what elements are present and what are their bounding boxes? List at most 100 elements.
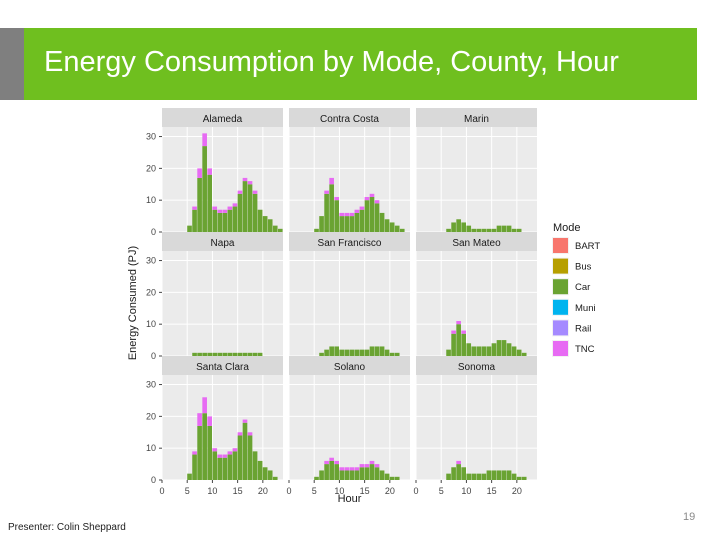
bar-car: [247, 352, 253, 356]
bar-car: [192, 352, 197, 356]
bar-car: [334, 464, 340, 480]
bar-car: [232, 206, 238, 232]
bar-car: [232, 352, 238, 356]
bar-tnc: [212, 448, 218, 452]
y-tick-label: 30: [146, 132, 156, 142]
bar-car: [252, 193, 258, 232]
x-axis-title: Hour: [338, 493, 362, 505]
bar-car: [461, 222, 467, 232]
bar-car: [242, 352, 248, 356]
bar-car: [344, 349, 350, 356]
bar-tnc: [217, 454, 223, 458]
bar-tnc: [202, 133, 207, 147]
bar-car: [222, 457, 228, 480]
bar-car: [506, 225, 512, 232]
bar-car: [394, 476, 400, 480]
bar-car: [262, 467, 268, 480]
bar-car: [501, 225, 507, 232]
bar-tnc: [227, 451, 233, 455]
bar-car: [374, 346, 380, 356]
bar-car: [252, 352, 258, 356]
bar-tnc: [192, 451, 197, 455]
facet-strip: [416, 356, 537, 375]
bar-car: [232, 451, 238, 480]
bar-tnc: [354, 209, 360, 213]
bar-tnc: [232, 203, 238, 207]
bar-tnc: [329, 457, 334, 461]
bar-car: [446, 228, 451, 232]
facet-strip-label: Santa Clara: [196, 362, 249, 373]
bar-car: [369, 346, 375, 356]
plot-background: [416, 127, 537, 232]
bar-tnc: [344, 212, 350, 217]
bar-car: [277, 228, 283, 232]
bar-car: [314, 476, 319, 480]
legend-label: Muni: [575, 303, 596, 314]
y-axis-title: Energy Consumed (PJ): [127, 246, 139, 360]
facet-strip: [162, 232, 283, 251]
bar-car: [476, 473, 482, 480]
bar-car: [451, 333, 456, 356]
bar-car: [456, 464, 461, 480]
bar-car: [314, 228, 319, 232]
bar-car: [369, 197, 375, 232]
bar-tnc: [207, 168, 213, 175]
bar-car: [511, 228, 517, 232]
bar-car: [476, 346, 482, 356]
bar-car: [506, 470, 512, 480]
bar-car: [466, 343, 472, 356]
bar-car: [394, 225, 400, 232]
bar-car: [227, 209, 233, 232]
bar-car: [202, 413, 207, 480]
bar-car: [496, 470, 502, 480]
bar-car: [257, 352, 263, 356]
facet-strip: [416, 232, 537, 251]
plot-background: [162, 251, 283, 356]
bar-car: [324, 464, 329, 480]
bar-car: [379, 470, 385, 480]
legend-key-bart: [553, 238, 568, 253]
presenter-footer: Presenter: Colin Sheppard: [8, 522, 126, 533]
bar-tnc: [461, 330, 467, 334]
bar-car: [354, 470, 360, 480]
bar-car: [237, 193, 243, 232]
bar-car: [521, 476, 527, 480]
y-tick-label: 0: [151, 227, 156, 237]
y-tick-label: 20: [146, 287, 156, 297]
bar-car: [359, 349, 365, 356]
bar-car: [192, 209, 197, 232]
bar-car: [319, 216, 324, 232]
legend-key-rail: [553, 320, 568, 336]
bar-tnc: [222, 454, 228, 458]
bar-tnc: [247, 432, 253, 436]
bar-car: [516, 476, 522, 480]
x-tick-label: 0: [286, 486, 291, 496]
bar-car: [187, 473, 192, 480]
bar-car: [389, 352, 395, 356]
bar-car: [374, 467, 380, 480]
x-tick-label: 15: [487, 486, 497, 496]
facet-panel-solano: Solano 0 5 10 15 20: [286, 356, 410, 496]
bar-car: [237, 435, 243, 480]
legend-key-tnc: [553, 341, 568, 356]
bar-tnc: [359, 206, 365, 210]
bar-tnc: [334, 460, 340, 465]
bar-tnc: [202, 397, 207, 414]
x-tick-label: 20: [385, 486, 395, 496]
x-tick-label: 10: [207, 486, 217, 496]
plot-background: [416, 251, 537, 356]
bar-car: [192, 454, 197, 480]
bar-car: [466, 225, 472, 232]
y-tick-label: 20: [146, 411, 156, 421]
legend-key-bus: [553, 258, 568, 274]
bar-tnc: [339, 467, 345, 471]
bar-tnc: [252, 190, 258, 194]
facet-panel-alameda: Alameda 0 10 20 30: [146, 108, 283, 237]
bar-car: [496, 225, 502, 232]
faceted-bar-chart: Alameda 0 10 20 30 Contra Costa Marin Napa 0 10 20…: [127, 108, 600, 505]
bar-car: [384, 219, 390, 232]
bar-car: [516, 349, 522, 356]
bar-tnc: [344, 467, 350, 471]
bar-tnc: [339, 212, 345, 217]
bar-car: [491, 470, 497, 480]
